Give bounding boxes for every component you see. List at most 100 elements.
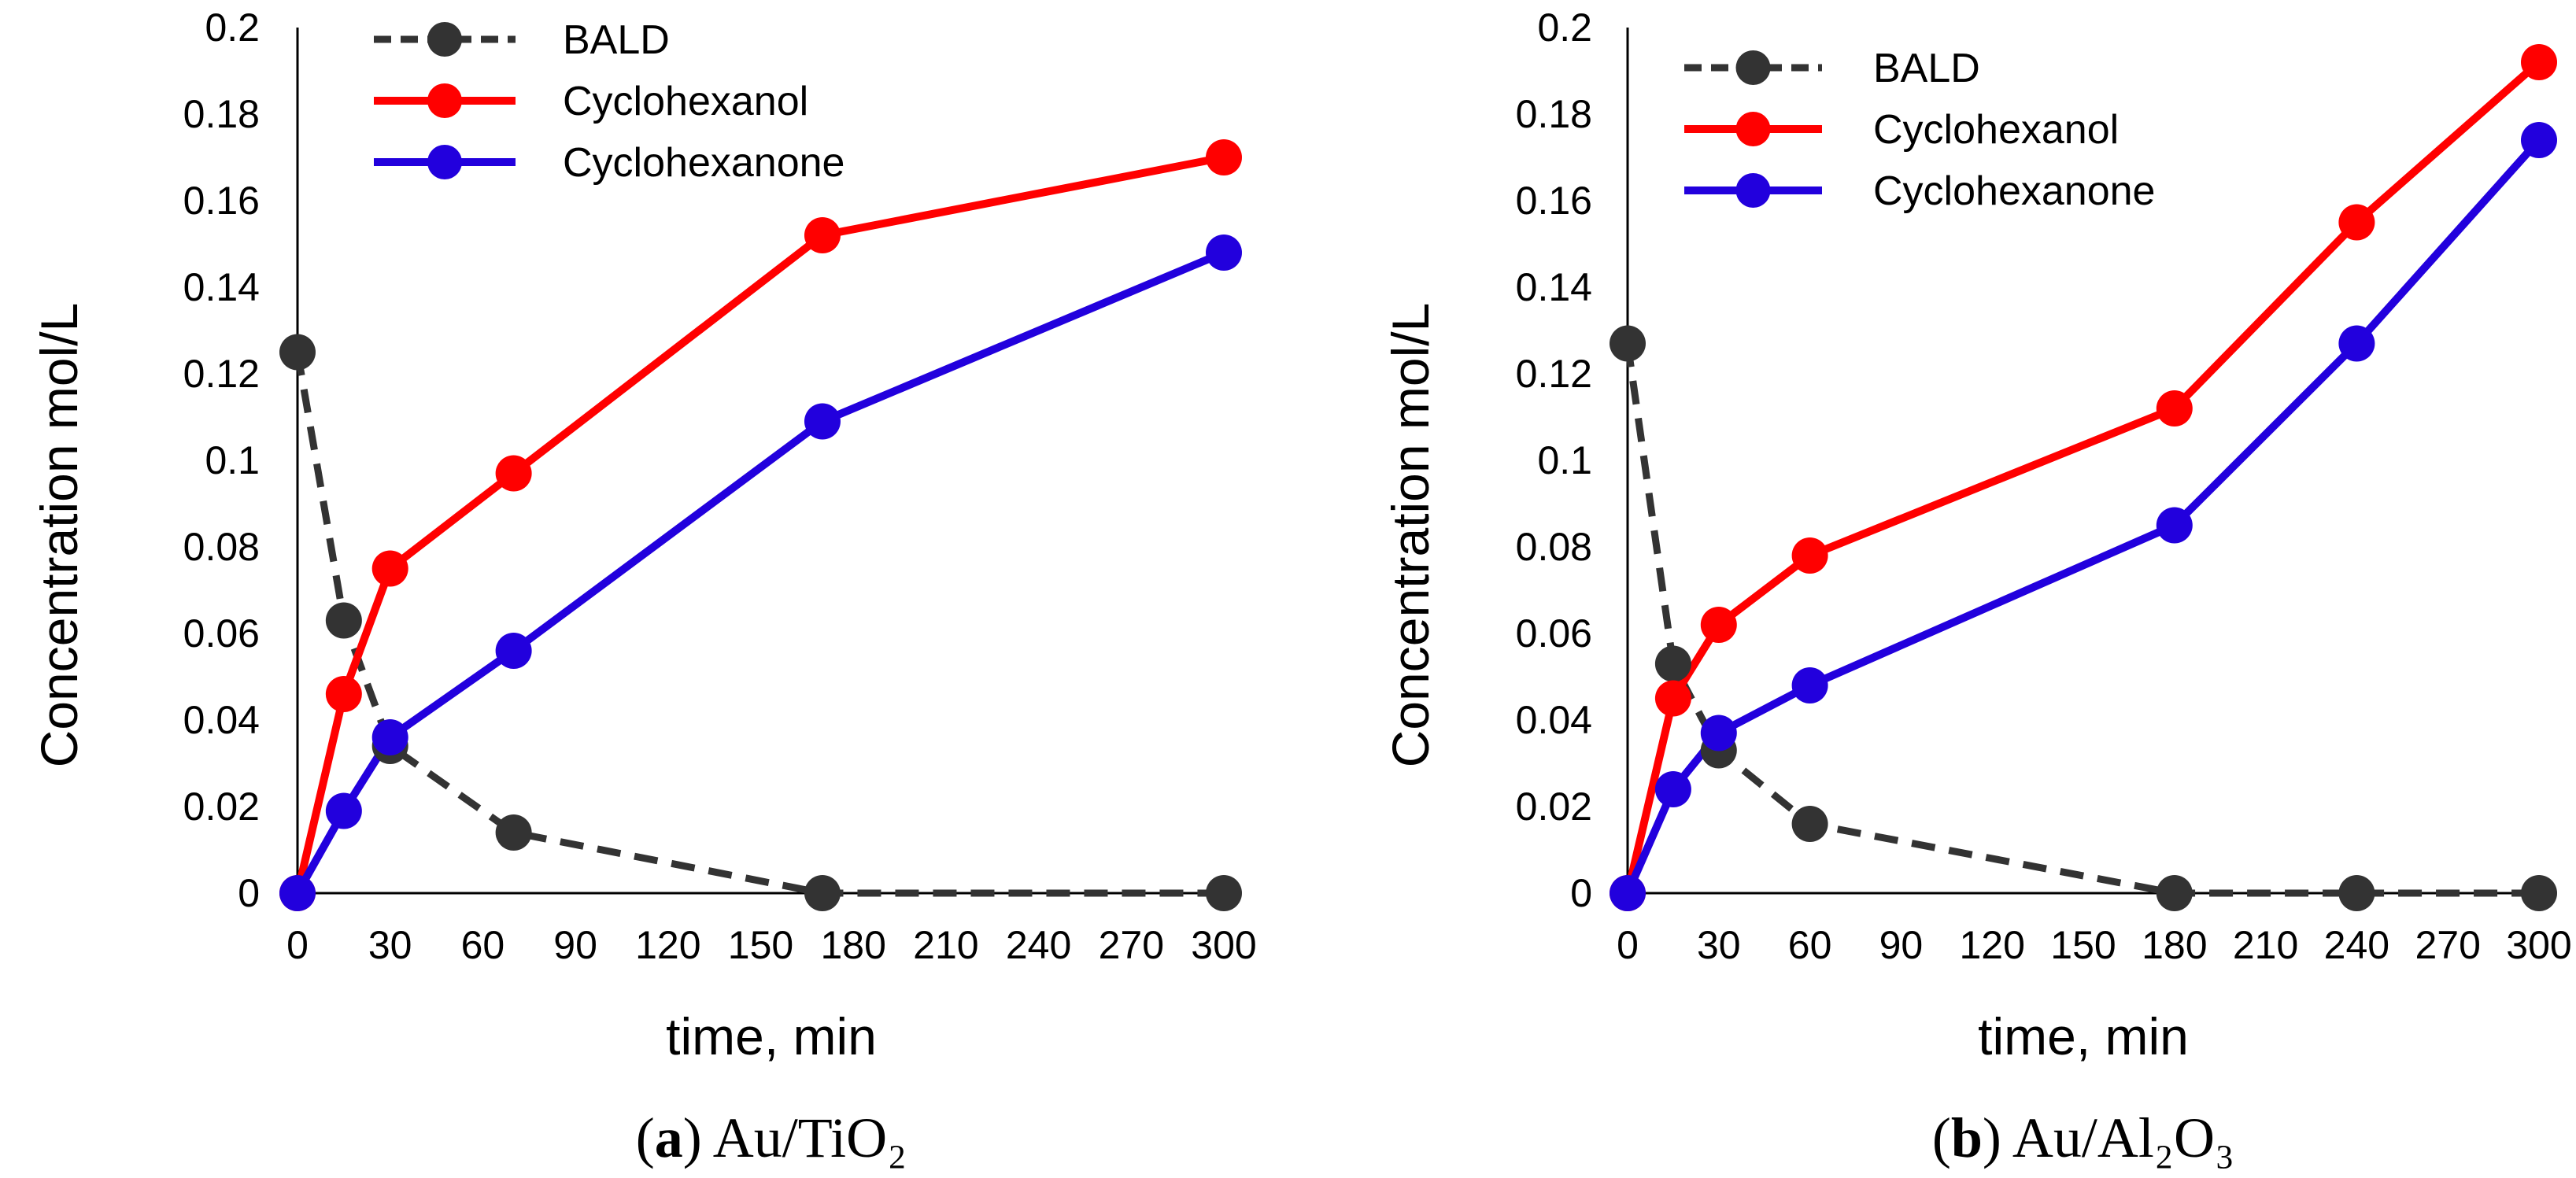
data-point-cyclohexanone [371,719,408,755]
data-point-cyclohexanol [1791,537,1828,574]
data-point-bald [2156,875,2193,911]
data-point-bald [1791,806,1828,842]
data-point-cyclohexanone [2338,325,2375,362]
x-tick-label: 210 [913,923,978,967]
y-axis-label: Concentration mol/L [30,303,88,768]
x-tick-label: 30 [1697,923,1741,967]
series-line-cyclohexanone [294,249,1225,896]
y-tick-label: 0.1 [205,438,260,482]
x-tick-label: 60 [461,923,505,967]
legend-marker [427,22,462,57]
data-point-cyclohexanone [804,403,841,440]
series-line-cyclohexanol [294,153,1225,895]
caption-text: Au/TiO₂ [713,1106,907,1169]
chart-panel-b: Concentration mol/L time, min (b) Au/Al₂… [1381,6,2572,1169]
data-point-cyclohexanone [325,792,362,829]
data-point-cyclohexanone [2156,507,2193,544]
y-tick-label: 0.14 [1516,265,1592,309]
y-tick-label: 0.16 [1516,179,1592,223]
data-point-cyclohexanone [279,875,316,911]
y-tick-label: 0 [1570,871,1592,915]
series-line-cyclohexanone [1624,137,2542,896]
y-tick-label: 0.2 [205,6,260,50]
legend-marker [427,145,462,179]
legend-label: BALD [563,17,670,63]
x-tick-label: 300 [1191,923,1256,967]
data-point-bald [1610,325,1646,362]
legend-label: Cyclohexanone [563,140,844,186]
x-tick-label: 150 [2050,923,2116,967]
series-line-bald [1624,342,2539,897]
x-tick-label: 120 [1959,923,2024,967]
data-point-bald [2521,875,2557,911]
legend-label: Cyclohexanol [1873,107,2119,153]
x-tick-label: 150 [728,923,793,967]
y-tick-label: 0.12 [183,352,260,396]
y-tick-label: 0.18 [1516,92,1592,136]
y-axis-label: Concentration mol/L [1381,303,1440,768]
data-point-cyclohexanol [325,676,362,712]
x-tick-label: 240 [1006,923,1071,967]
legend-label: Cyclohexanol [563,79,808,124]
data-point-bald [279,334,316,371]
x-tick-label: 90 [553,923,597,967]
data-point-cyclohexanone [495,633,532,669]
legend-label: BALD [1873,46,1980,91]
data-point-cyclohexanol [1700,607,1737,643]
caption-letter: b [1951,1106,1983,1169]
caption: (b) Au/Al₂O₃ [1932,1106,2234,1169]
y-tick-label: 0.1 [1537,438,1592,482]
y-tick-label: 0.02 [183,785,260,829]
y-tick-label: 0.04 [183,698,260,742]
x-tick-label: 120 [635,923,700,967]
data-point-bald [804,875,841,911]
x-tick-label: 60 [1788,923,1832,967]
data-point-bald [2338,875,2375,911]
data-point-bald [1654,645,1691,682]
y-tick-label: 0.06 [183,611,260,655]
legend-marker [427,83,462,118]
x-tick-label: 30 [368,923,412,967]
data-point-cyclohexanol [2156,390,2193,427]
legend-label: Cyclohexanone [1873,168,2155,214]
chart-panel-a: Concentration mol/L time, min (a) Au/TiO… [30,6,1257,1169]
legend-marker [1735,173,1771,208]
y-tick-label: 0.12 [1516,352,1592,396]
data-point-bald [495,814,532,851]
data-point-bald [1206,875,1242,911]
data-point-cyclohexanol [804,217,841,253]
y-tick-label: 0.2 [1537,6,1592,50]
x-tick-label: 270 [1099,923,1164,967]
y-tick-label: 0 [238,871,260,915]
data-point-cyclohexanone [1610,875,1646,911]
y-tick-label: 0.16 [183,179,260,223]
data-point-cyclohexanol [371,550,408,587]
data-point-cyclohexanone [1654,771,1691,807]
x-tick-label: 300 [2506,923,2571,967]
y-tick-label: 0.14 [183,265,260,309]
data-point-cyclohexanone [1206,234,1242,271]
x-tick-label: 180 [820,923,885,967]
y-tick-label: 0.18 [183,92,260,136]
legend-marker [1735,50,1771,85]
y-tick-label: 0.02 [1516,785,1592,829]
data-point-bald [325,602,362,639]
data-point-cyclohexanone [1791,667,1828,703]
caption-text: Au/Al₂O₃ [2012,1106,2234,1169]
y-tick-label: 0.08 [183,525,260,569]
x-tick-label: 240 [2324,923,2389,967]
x-tick-label: 180 [2142,923,2207,967]
y-tick-label: 0.06 [1516,611,1592,655]
y-tick-label: 0.08 [1516,525,1592,569]
series-line-bald [294,351,1224,897]
x-tick-label: 270 [2415,923,2480,967]
data-point-cyclohexanol [1654,680,1691,717]
caption: (a) Au/TiO₂ [636,1106,907,1169]
x-tick-label: 210 [2233,923,2298,967]
y-tick-label: 0.04 [1516,698,1592,742]
data-point-cyclohexanol [2521,44,2557,80]
data-point-cyclohexanone [2521,122,2557,158]
x-axis-label: time, min [1978,1007,2189,1065]
caption-letter: a [655,1106,683,1169]
